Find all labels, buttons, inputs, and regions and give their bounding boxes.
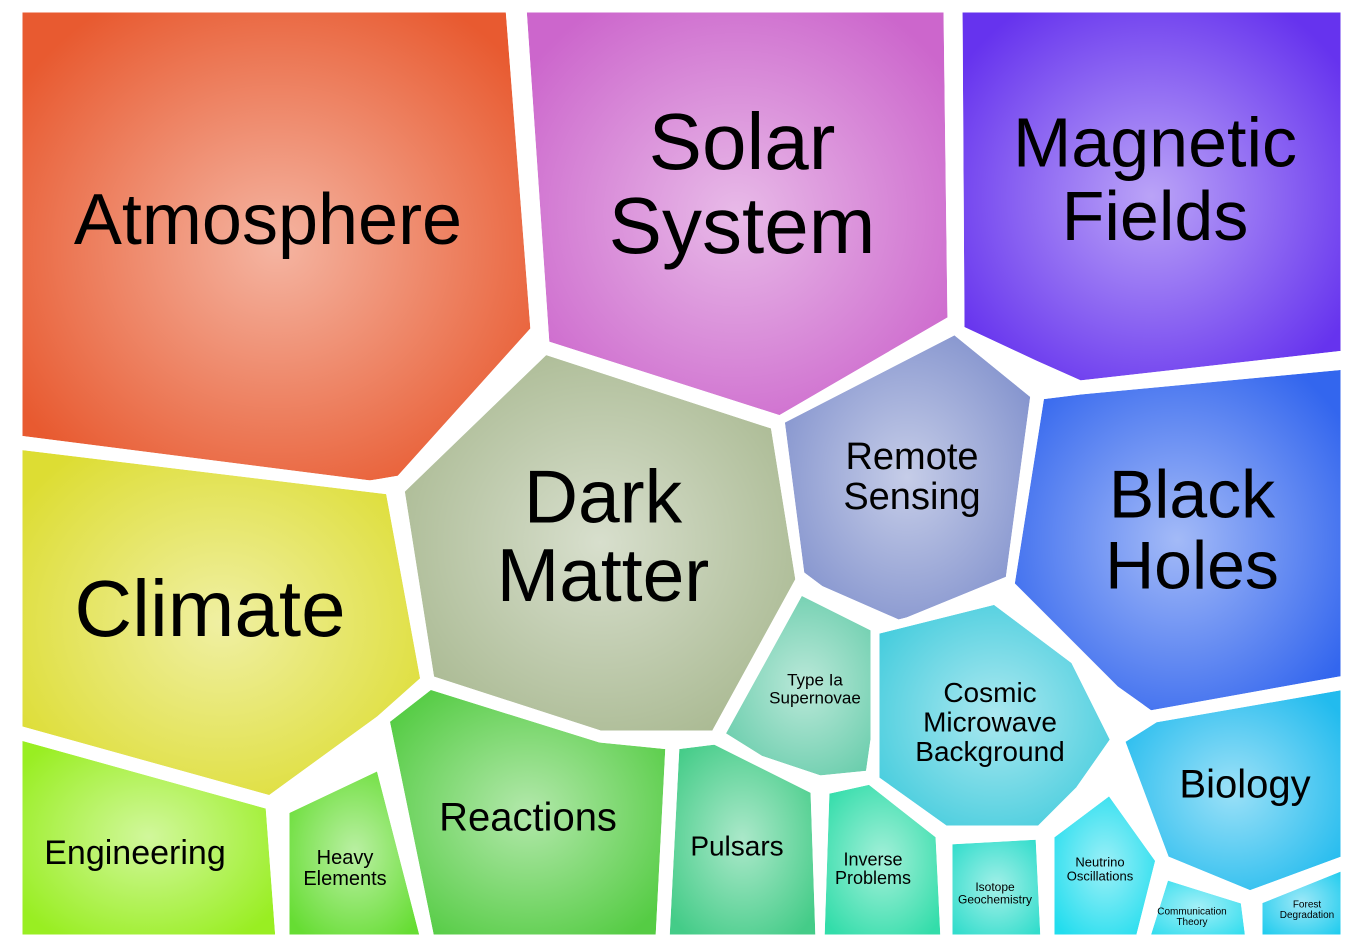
cell-label: Sensing xyxy=(843,476,980,518)
cell-highlight xyxy=(1045,785,1165,939)
cell-label: Matter xyxy=(497,533,710,617)
cell-label: Theory xyxy=(1176,917,1207,928)
cell-label: Magnetic xyxy=(1013,104,1297,182)
cell-label: Elements xyxy=(303,868,386,890)
cell-highlight xyxy=(13,730,285,939)
cell-label: Heavy xyxy=(317,847,374,869)
cell: Biology xyxy=(1115,680,1349,900)
cell-label: Inverse xyxy=(843,849,902,869)
cell: Reactions xyxy=(380,680,675,939)
cell-label: Microwave xyxy=(923,706,1057,737)
cell-label: Supernovae xyxy=(769,688,861,707)
cell-label: Isotope xyxy=(975,880,1015,894)
cell: Pulsars xyxy=(660,735,825,939)
cell-label: Solar xyxy=(649,97,836,186)
cell-highlight xyxy=(660,735,825,939)
cell-label: Neutrino xyxy=(1075,855,1124,870)
cell-label: Geochemistry xyxy=(958,892,1032,906)
cell-label: System xyxy=(609,181,876,270)
cell-label: Problems xyxy=(835,868,911,888)
cell-label: Climate xyxy=(74,564,345,653)
cell-highlight xyxy=(13,440,430,805)
cell-label: Cosmic xyxy=(943,677,1036,708)
cell-label: Type Ia xyxy=(787,671,843,690)
cell-highlight xyxy=(517,3,957,425)
cell-label: Communication xyxy=(1157,906,1226,917)
cell-highlight xyxy=(395,345,805,740)
cell-label: Pulsars xyxy=(690,830,783,861)
cell-label: Oscillations xyxy=(1067,868,1134,883)
cell-label: Biology xyxy=(1179,763,1310,807)
cell-highlight xyxy=(1140,870,1255,939)
cell-highlight xyxy=(943,830,1050,939)
cell-label: Reactions xyxy=(439,796,617,840)
cell-label: Forest xyxy=(1293,899,1322,910)
cell-label: Fields xyxy=(1062,177,1249,255)
cell: Climate xyxy=(13,440,430,805)
cell-label: Holes xyxy=(1105,528,1279,604)
cell-highlight xyxy=(280,760,430,939)
cell-highlight xyxy=(1115,680,1349,900)
cell-label: Black xyxy=(1109,456,1276,532)
cell-label: Engineering xyxy=(44,834,225,872)
cell: Engineering xyxy=(13,730,285,939)
cell-label: Degradation xyxy=(1280,910,1334,921)
cell-highlight xyxy=(775,325,1040,630)
cell: Atmosphere xyxy=(13,3,540,490)
cell-highlight xyxy=(815,775,950,939)
cell-label: Dark xyxy=(524,454,683,538)
cell-label: Atmosphere xyxy=(74,180,462,260)
cell-label: Background xyxy=(915,736,1064,767)
cell-label: Remote xyxy=(845,436,978,478)
cell-highlight xyxy=(1253,860,1349,939)
cell-highlight xyxy=(13,3,540,490)
cell-highlight xyxy=(380,680,675,939)
